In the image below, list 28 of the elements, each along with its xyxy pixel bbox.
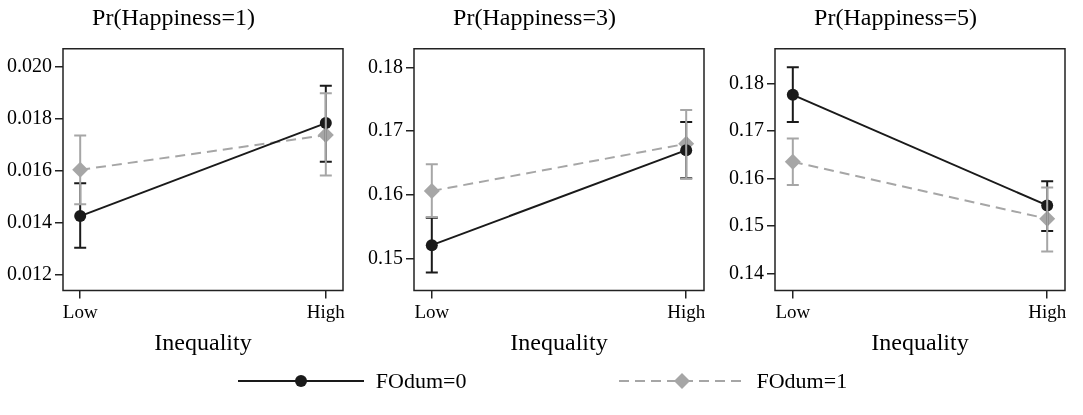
x-tick-label: High (1028, 300, 1067, 322)
text: FOdum=0 (375, 368, 467, 394)
y-tick-label: 0.17 (368, 118, 403, 141)
y-tick-label: 0.18 (729, 70, 764, 93)
x-tick-label: Low (414, 300, 450, 322)
y-tick-label: 0.17 (729, 118, 764, 141)
x-axis-title: Inequality (871, 328, 969, 355)
y-tick-label: 0.15 (368, 245, 403, 268)
y-tick-label: 0.014 (7, 210, 52, 233)
x-tick-label: Low (775, 300, 811, 322)
y-tick-label: 0.16 (368, 182, 403, 205)
chart-title: Pr(Happiness=5) (814, 3, 977, 30)
y-tick-label: 0.018 (7, 106, 52, 129)
x-axis-title: Inequality (510, 328, 608, 355)
x-tick-label: High (306, 300, 346, 322)
y-tick-label: 0.016 (7, 158, 52, 181)
x-tick-label: Low (62, 300, 98, 322)
y-tick-label: 0.15 (729, 213, 764, 236)
y-tick-label: 0.16 (729, 165, 764, 188)
y-tick-label: 0.020 (7, 54, 52, 77)
y-tick-label: 0.18 (368, 54, 403, 77)
y-tick-label: 0.012 (7, 262, 52, 285)
x-axis-title: Inequality (154, 328, 252, 355)
chart-title: Pr(Happiness=1) (92, 3, 255, 30)
x-tick-label: High (667, 300, 706, 322)
chart-title: Pr(Happiness=3) (453, 3, 616, 30)
y-tick-label: 0.14 (729, 260, 764, 283)
text: FOdum=1 (756, 368, 848, 394)
